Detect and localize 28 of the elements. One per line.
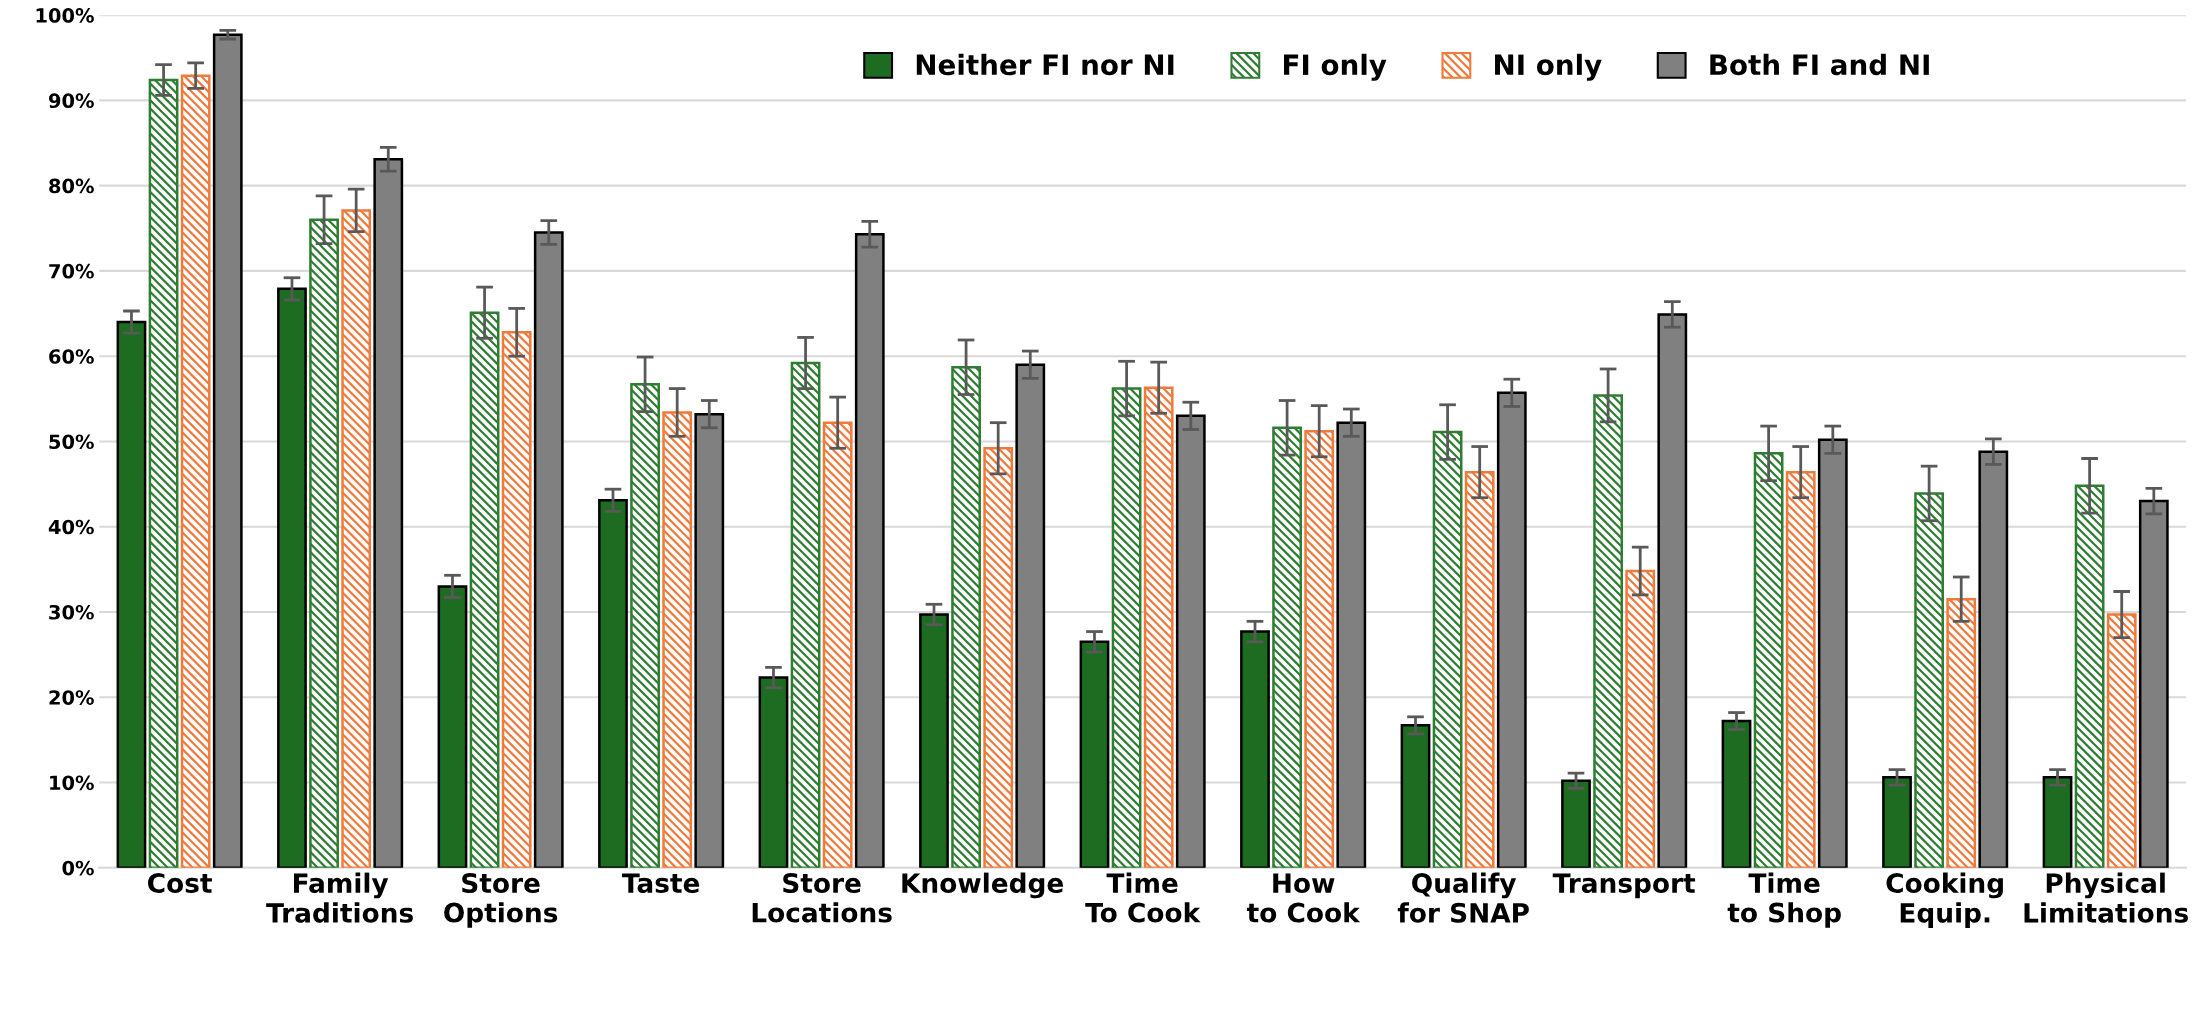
legend-label: Neither FI nor NI xyxy=(916,53,1174,76)
y-tick-label: 90% xyxy=(48,93,94,109)
y-tick-label: 10% xyxy=(50,775,94,791)
x-tick-label: Cost xyxy=(148,873,212,894)
legend-label: NI only xyxy=(1495,53,1602,81)
x-tick-label: Store Options xyxy=(444,873,558,928)
x-tick-label: Time To Cook xyxy=(1085,872,1201,923)
x-tick-label: Cooking Equip. xyxy=(1886,872,2003,928)
x-tick-label: How to Cook xyxy=(1246,873,1361,923)
x-tick-label: Taste xyxy=(621,873,700,894)
y-tick-label: 60% xyxy=(49,349,94,364)
x-tick-label: Qualify for SNAP xyxy=(1397,872,1529,923)
x-tick-label: Transport xyxy=(1552,873,1696,899)
x-tick-label: Family Traditions xyxy=(266,872,413,923)
legend-label: FI only xyxy=(1284,53,1387,81)
y-tick-label: 70% xyxy=(49,263,94,279)
x-tick-label: Physical Limitations xyxy=(2024,872,2188,923)
y-tick-label: 30% xyxy=(49,604,94,620)
x-tick-label: Store Locations xyxy=(752,873,892,923)
x-tick-label: Knowledge xyxy=(902,872,1064,899)
y-tick-label: 80% xyxy=(49,178,94,194)
y-tick-label: 0% xyxy=(62,860,94,876)
y-tick-label: 20% xyxy=(49,690,94,705)
y-tick-label: 50% xyxy=(49,434,94,450)
legend-label: Both FI and NI xyxy=(1710,53,1929,76)
y-tick-label: 40% xyxy=(48,519,94,535)
y-tick-label: 100% xyxy=(36,8,94,23)
x-tick-label: Time to Shop xyxy=(1727,872,1841,928)
